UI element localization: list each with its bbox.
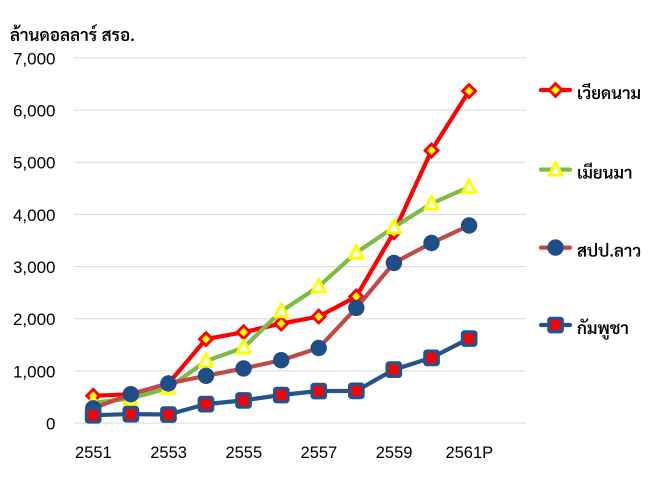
svg-text:3,000: 3,000 [13, 258, 56, 277]
svg-text:2553: 2553 [150, 444, 187, 462]
svg-text:1,000: 1,000 [13, 362, 56, 381]
svg-text:5,000: 5,000 [13, 154, 56, 173]
svg-text:2,000: 2,000 [13, 310, 56, 329]
svg-text:2557: 2557 [301, 444, 338, 462]
svg-text:2559: 2559 [376, 444, 413, 462]
svg-text:2551: 2551 [75, 444, 112, 462]
svg-text:6,000: 6,000 [13, 102, 56, 121]
svg-text:7,000: 7,000 [13, 49, 56, 68]
svg-text:0: 0 [46, 415, 55, 434]
svg-text:2555: 2555 [225, 444, 262, 462]
svg-text:2561P: 2561P [445, 444, 493, 462]
svg-text:4,000: 4,000 [13, 206, 56, 225]
